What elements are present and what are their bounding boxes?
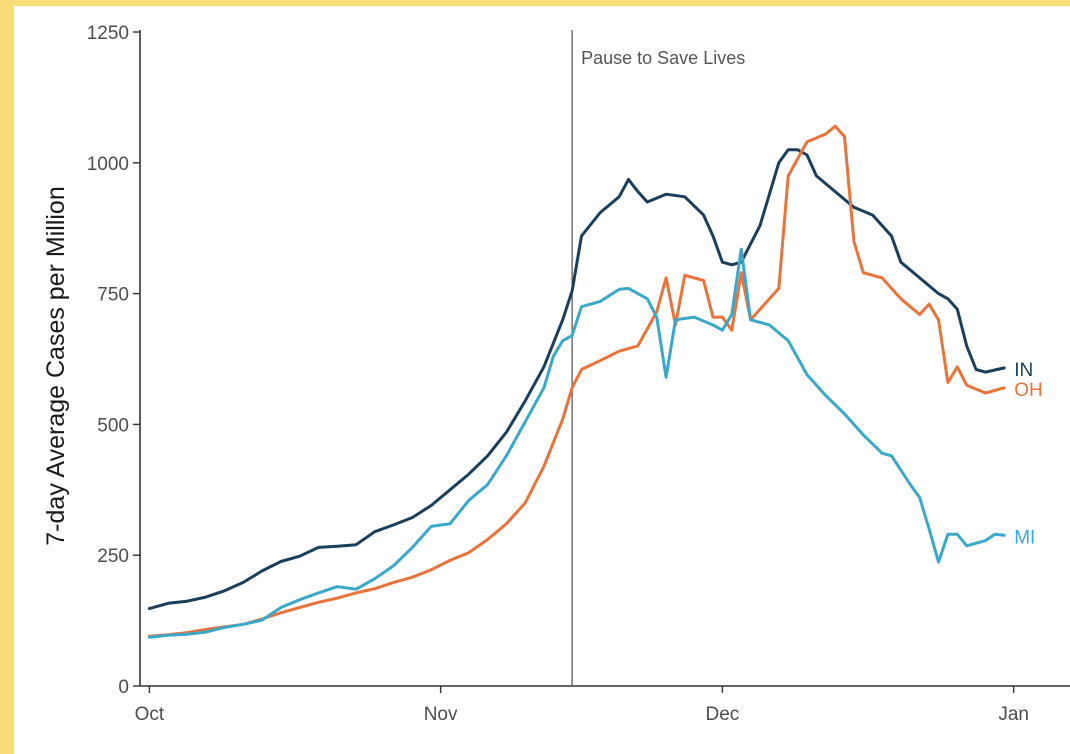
x-tick-label: Dec <box>706 704 740 725</box>
y-tick-label: 1000 <box>87 154 129 175</box>
series-line-mi <box>147 247 1006 639</box>
x-tick-label: Oct <box>135 704 165 725</box>
series-label-mi: MI <box>1014 527 1035 548</box>
x-axis: Oct Nov Dec Jan <box>135 685 1070 725</box>
series-line-oh <box>147 124 1006 638</box>
x-tick-label: Jan <box>998 704 1029 725</box>
line-chart: 0 250 500 750 1000 1250 Oct Nov Dec Jan Pause to… <box>42 23 1070 725</box>
series-label-in: IN <box>1014 360 1033 381</box>
y-axis: 0 250 500 750 1000 1250 <box>87 23 141 698</box>
y-tick-label: 750 <box>97 285 129 306</box>
x-tick-label: Nov <box>424 704 458 725</box>
y-tick-label: 1250 <box>87 23 129 44</box>
annotation-layer: Pause to Save Lives <box>571 30 745 686</box>
series-layer <box>147 124 1006 639</box>
series-line-in <box>147 148 1006 611</box>
series-label-oh: OH <box>1014 380 1043 401</box>
y-tick-label: 250 <box>97 546 129 567</box>
y-tick-label: 500 <box>97 415 129 436</box>
chart-frame: 0 250 500 750 1000 1250 Oct Nov Dec Jan Pause to… <box>14 6 1070 754</box>
y-tick-label: 0 <box>118 677 129 698</box>
y-axis-label: 7-day Average Cases per Million <box>42 186 70 545</box>
annotation-label: Pause to Save Lives <box>581 48 745 68</box>
